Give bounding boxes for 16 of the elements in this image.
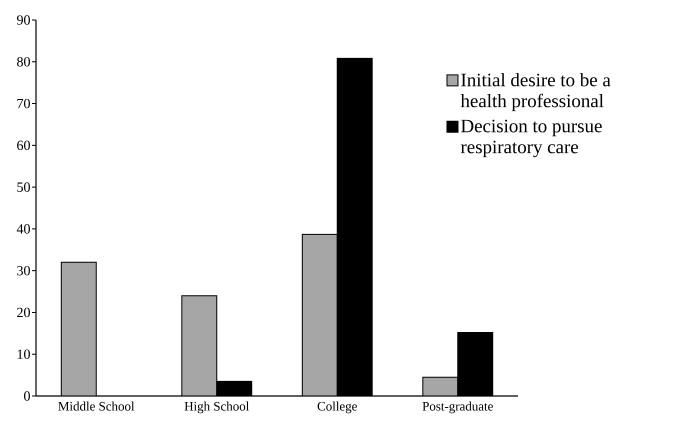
y-tick-label: 30	[17, 266, 30, 276]
y-tick-label: 40	[16, 224, 30, 234]
y-tick-label: 60	[17, 140, 30, 150]
y-tick-label: 50	[17, 182, 30, 192]
legend-label: Initial desire to be a health professional	[460, 73, 611, 112]
x-tick-label: Middle School	[58, 402, 134, 411]
y-tick-label: 20	[17, 308, 30, 318]
x-tick-label: College	[318, 402, 357, 414]
y-tick-label: 10	[18, 350, 30, 359]
y-tick-label: 0	[24, 391, 30, 401]
y-tick-label: 70	[17, 98, 30, 108]
x-tick-label: High School	[184, 402, 250, 414]
x-tick-label: Post-graduate	[422, 402, 493, 414]
legend-label: Decision to pursue respiratory care	[460, 120, 602, 158]
y-tick-label: 80	[17, 57, 30, 66]
y-tick-label: 90	[16, 15, 30, 25]
